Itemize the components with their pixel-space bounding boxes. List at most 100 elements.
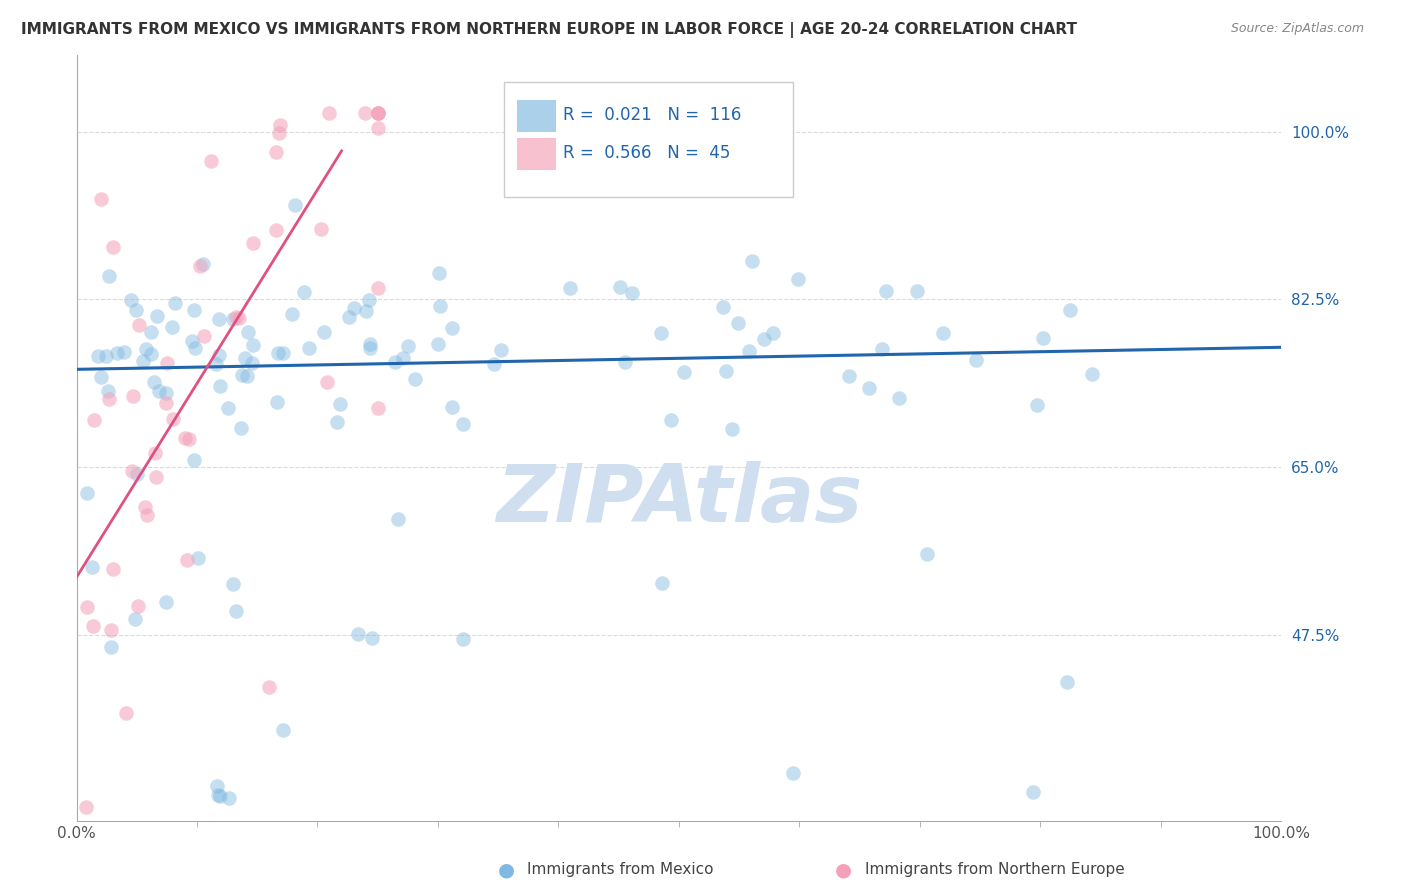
Point [292, 285, 315, 299]
Point [100, 623, 122, 637]
Point [309, 222, 332, 236]
Point [120, 293, 142, 307]
Point [367, 105, 389, 120]
Point [125, 303, 148, 318]
Point [264, 222, 287, 236]
Point [121, 389, 143, 403]
Point [145, 470, 167, 484]
Point [281, 307, 304, 321]
FancyBboxPatch shape [505, 82, 793, 197]
Point [128, 318, 150, 333]
Point [741, 254, 763, 268]
Point [673, 365, 696, 379]
Point [782, 766, 804, 780]
Point [271, 723, 294, 738]
Point [87, 349, 110, 363]
Point [217, 401, 239, 416]
Point [187, 551, 209, 566]
Point [329, 397, 352, 411]
Point [115, 706, 138, 721]
Point [183, 302, 205, 317]
Point [346, 627, 368, 641]
Point [440, 400, 463, 414]
Point [482, 357, 505, 371]
Point [98, 268, 121, 283]
Point [97, 384, 120, 398]
Point [90, 370, 112, 384]
Point [318, 105, 340, 120]
Point [312, 325, 335, 339]
Point [132, 354, 155, 368]
Point [208, 348, 231, 362]
Point [1022, 785, 1045, 799]
Point [367, 281, 389, 295]
Point [135, 508, 157, 522]
Point [259, 681, 281, 695]
FancyBboxPatch shape [517, 100, 555, 132]
Point [453, 417, 475, 431]
Point [200, 154, 222, 169]
Point [112, 345, 135, 359]
Point [236, 326, 259, 340]
Point [176, 553, 198, 567]
Point [609, 280, 631, 294]
Point [721, 422, 744, 436]
Point [838, 369, 860, 384]
Point [156, 356, 179, 370]
Point [1032, 331, 1054, 345]
Point [1026, 398, 1049, 412]
Point [76, 485, 98, 500]
Point [82, 619, 104, 633]
Point [429, 267, 451, 281]
Point [392, 351, 415, 365]
Point [100, 640, 122, 654]
Point [491, 343, 513, 357]
Text: IMMIGRANTS FROM MEXICO VS IMMIGRANTS FROM NORTHERN EUROPE IN LABOR FORCE | AGE 2: IMMIGRANTS FROM MEXICO VS IMMIGRANTS FRO… [21, 22, 1077, 38]
Point [155, 396, 177, 410]
Point [83, 412, 105, 426]
Text: R =  0.566   N =  45: R = 0.566 N = 45 [564, 145, 731, 162]
Point [905, 285, 928, 299]
Point [222, 577, 245, 591]
Point [146, 309, 169, 323]
Point [188, 260, 211, 274]
Point [326, 415, 349, 429]
Point [94, 349, 117, 363]
Point [359, 337, 381, 351]
Point [225, 604, 247, 618]
Point [343, 301, 366, 315]
Point [76, 599, 98, 614]
Point [139, 347, 162, 361]
Point [235, 369, 257, 384]
Point [160, 320, 183, 334]
Point [762, 326, 785, 340]
Point [98, 392, 121, 406]
Point [207, 788, 229, 802]
Point [367, 105, 389, 120]
Point [181, 334, 204, 348]
Point [441, 321, 464, 335]
Point [205, 357, 228, 371]
Point [271, 346, 294, 360]
Point [613, 355, 636, 369]
Point [620, 285, 643, 300]
Point [651, 576, 673, 591]
Point [266, 145, 288, 160]
Point [738, 343, 761, 358]
Point [315, 375, 337, 389]
Point [1056, 675, 1078, 690]
Point [155, 386, 177, 401]
Point [451, 632, 474, 646]
Text: ●: ● [835, 860, 852, 880]
Text: ●: ● [498, 860, 515, 880]
Point [177, 432, 200, 446]
Point [716, 364, 738, 378]
Point [145, 446, 167, 460]
Point [240, 356, 263, 370]
Point [711, 300, 734, 314]
Point [183, 453, 205, 467]
Point [231, 368, 253, 382]
Point [193, 328, 215, 343]
Point [208, 311, 231, 326]
Point [650, 326, 672, 341]
